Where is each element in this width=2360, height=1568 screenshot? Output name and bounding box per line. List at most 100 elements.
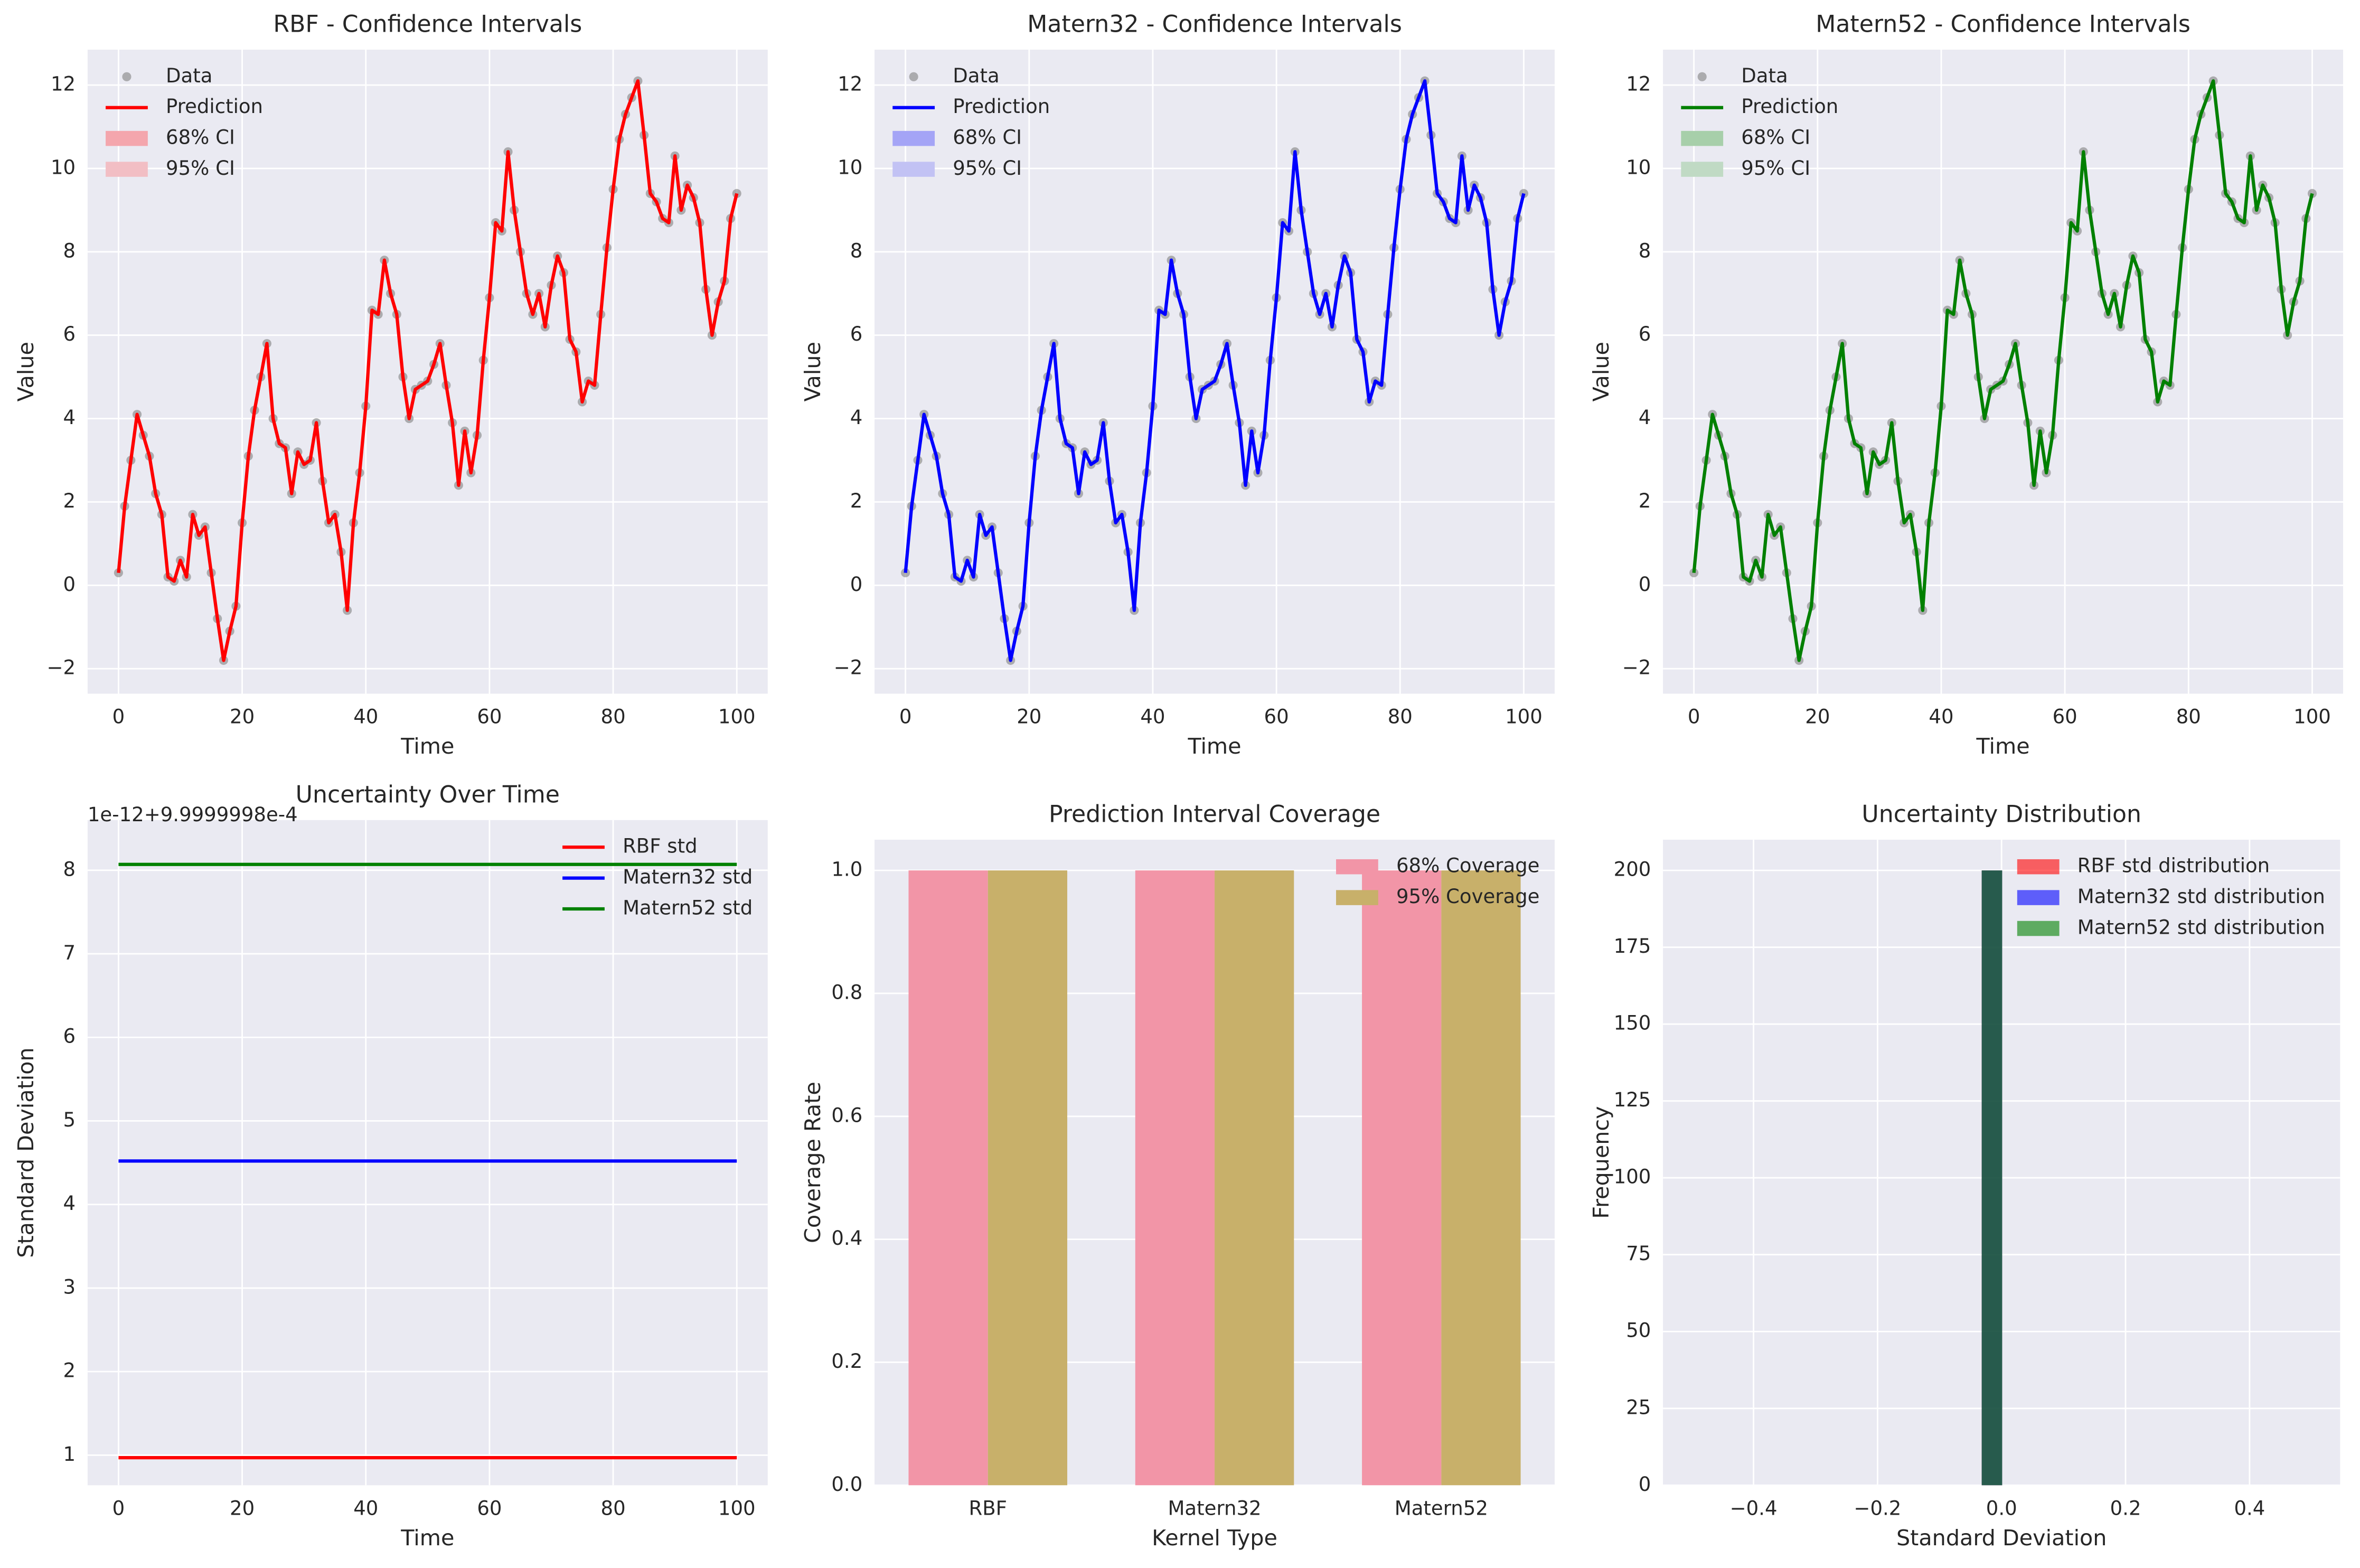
legend-swatch — [122, 72, 131, 81]
y-tick-label: 0.0 — [831, 1473, 862, 1496]
y-tick-label: 8 — [63, 858, 76, 880]
x-tick-label: 20 — [230, 1497, 255, 1519]
y-tick-label: −2 — [834, 656, 863, 679]
y-axis-label: Value — [13, 342, 39, 401]
y-tick-label: 0.4 — [831, 1227, 862, 1250]
x-tick-label: 100 — [718, 1497, 756, 1519]
y-tick-label: 25 — [1626, 1396, 1651, 1419]
y-axis-label: Coverage Rate — [800, 1082, 825, 1243]
y-tick-label: 4 — [63, 406, 76, 429]
x-tick-label: 0 — [112, 1497, 125, 1519]
x-tick-label: 60 — [1264, 706, 1289, 728]
legend-label: 95% CI — [953, 157, 1022, 180]
y-tick-label: 100 — [1614, 1166, 1651, 1188]
bar — [908, 870, 988, 1486]
legend-label: 68% CI — [1741, 126, 1810, 149]
y-tick-label: 8 — [1639, 239, 1651, 262]
x-tick-label: −0.4 — [1730, 1497, 1778, 1519]
legend-label: RBF std distribution — [2077, 855, 2270, 877]
legend-label: Data — [166, 64, 212, 87]
y-axis-label: Value — [800, 342, 825, 401]
histogram-bar — [1981, 870, 2002, 1486]
subplot: 0.0 0.2 0.4 0.6 0.8 1.0 RBF Matern32 Matern52 Pre… — [800, 801, 1555, 1551]
chart-title: Uncertainty Over Time — [296, 781, 560, 808]
legend-swatch — [2017, 921, 2060, 936]
y-tick-label: 12 — [838, 73, 862, 96]
legend-label: 68% CI — [166, 126, 235, 149]
y-axis-label: Frequency — [1588, 1106, 1614, 1218]
y-tick-label: 0 — [1639, 573, 1651, 596]
chart-title: Uncertainty Distribution — [1861, 801, 2141, 828]
bar — [1215, 870, 1294, 1486]
y-axis-label: Value — [1588, 342, 1614, 401]
x-tick-label: −0.2 — [1854, 1497, 1901, 1519]
line — [117, 79, 739, 662]
x-tick-label: 100 — [718, 706, 756, 728]
x-tick-label: 0 — [1688, 706, 1700, 728]
y-tick-label: 0.8 — [831, 981, 862, 1003]
legend-label: 95% CI — [166, 157, 235, 180]
y-tick-label: 5 — [63, 1109, 76, 1131]
legend-label: 95% Coverage — [1396, 885, 1540, 908]
y-tick-label: 1.0 — [831, 858, 862, 881]
legend-swatch — [1336, 890, 1378, 905]
x-tick-label: 0 — [899, 706, 912, 728]
x-tick-label: 60 — [477, 1497, 502, 1519]
y-tick-label: 12 — [1626, 73, 1651, 96]
x-tick-label: 60 — [477, 706, 502, 728]
y-tick-label: 6 — [63, 323, 76, 345]
bar — [1362, 870, 1442, 1486]
x-axis-label: Time — [1187, 734, 1241, 759]
y-tick-label: 6 — [63, 1025, 76, 1048]
x-tick-label: 20 — [1017, 706, 1041, 728]
legend: RBF std Matern32 std Matern52 std — [562, 835, 753, 919]
x-tick-label: 0 — [112, 706, 125, 728]
legend-swatch — [106, 130, 148, 146]
y-tick-label: 175 — [1614, 935, 1651, 957]
legend-swatch — [106, 162, 148, 177]
x-tick-label: Matern52 — [1395, 1497, 1488, 1519]
x-axis-label: Time — [400, 734, 454, 759]
legend-swatch — [1697, 72, 1707, 81]
legend-swatch — [892, 162, 935, 177]
y-tick-label: −2 — [1622, 656, 1651, 679]
y-tick-label: 75 — [1626, 1242, 1651, 1265]
x-tick-label: 100 — [1505, 706, 1543, 728]
legend-swatch — [892, 130, 935, 146]
y-tick-label: 6 — [850, 323, 863, 345]
y-tick-label: 12 — [51, 73, 76, 96]
y-tick-label: 50 — [1626, 1319, 1651, 1342]
legend: RBF std distribution Matern32 std distrib… — [2017, 855, 2325, 939]
line — [904, 79, 1526, 662]
x-tick-label: 20 — [1805, 706, 1830, 728]
chart-title: Prediction Interval Coverage — [1049, 801, 1380, 828]
plot-area — [87, 50, 768, 694]
y-tick-label: 8 — [850, 239, 863, 262]
x-axis-label: Kernel Type — [1152, 1525, 1277, 1551]
x-axis-label: Time — [400, 1525, 454, 1551]
legend-label: Matern52 std distribution — [2077, 916, 2325, 939]
subplot: −2 0 2 4 6 8 10 12 0 20 40 60 80 100 Matern52 - Confid… — [1588, 11, 2344, 759]
y-tick-label: 4 — [850, 406, 863, 429]
x-tick-label: 0.0 — [1986, 1497, 2017, 1519]
legend-swatch — [2017, 859, 2060, 875]
bar — [1135, 870, 1215, 1486]
x-tick-label: 40 — [1929, 706, 1953, 728]
y-tick-label: 0.6 — [831, 1104, 862, 1126]
y-tick-label: 4 — [1639, 406, 1651, 429]
x-tick-label: 80 — [601, 1497, 626, 1519]
y-tick-label: 200 — [1614, 858, 1651, 881]
y-tick-label: 10 — [838, 156, 862, 179]
line — [1692, 79, 2314, 662]
y-tick-label: 6 — [1639, 323, 1651, 345]
legend-swatch — [909, 72, 918, 81]
legend-swatch — [1681, 162, 1724, 177]
legend-label: 95% CI — [1741, 157, 1810, 180]
x-tick-label: 40 — [1140, 706, 1165, 728]
y-tick-label: 2 — [63, 1359, 76, 1382]
y-tick-label: 10 — [1626, 156, 1651, 179]
legend-label: 68% Coverage — [1396, 855, 1540, 877]
legend-label: Data — [953, 64, 999, 87]
x-tick-label: 80 — [1388, 706, 1413, 728]
